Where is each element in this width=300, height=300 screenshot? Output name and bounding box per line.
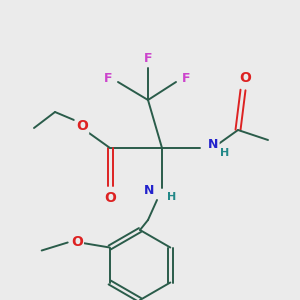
Text: F: F: [104, 71, 112, 85]
Text: N: N: [208, 139, 218, 152]
Text: N: N: [144, 184, 154, 196]
Text: O: O: [76, 119, 88, 133]
Text: O: O: [104, 191, 116, 205]
Text: H: H: [167, 192, 176, 202]
Text: F: F: [144, 52, 152, 64]
Text: F: F: [182, 71, 190, 85]
Text: O: O: [239, 71, 251, 85]
Text: H: H: [220, 148, 229, 158]
Text: O: O: [71, 236, 82, 250]
